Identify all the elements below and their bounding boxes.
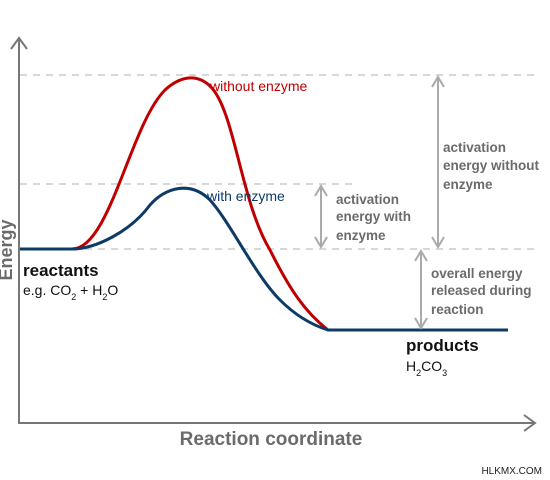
label-without-enzyme: without enzyme — [209, 78, 307, 94]
x-axis-label: Reaction coordinate — [180, 429, 363, 450]
products-title: products — [406, 336, 479, 355]
annotation-line: energy with — [336, 209, 411, 224]
annotation-line: enzyme — [443, 177, 493, 192]
arrow-activation-with — [314, 184, 328, 249]
annotation-overall-energy: overall energy released during reaction — [431, 266, 532, 317]
annotation-line: released during — [431, 283, 532, 298]
annotation-line: activation — [336, 192, 399, 207]
y-axis — [10, 36, 28, 424]
y-axis-label: Energy — [0, 219, 16, 280]
annotation-line: reaction — [431, 302, 484, 317]
annotation-line: enzyme — [336, 228, 386, 243]
label-with-enzyme: with enzyme — [206, 188, 285, 204]
annotation-activation-without: activation energy without enzyme — [443, 140, 540, 192]
arrow-overall-energy — [414, 249, 428, 330]
watermark-text: HLKMX.COM — [481, 466, 542, 477]
annotation-line: overall energy — [431, 266, 523, 281]
annotation-activation-with: activation energy with enzyme — [336, 192, 411, 243]
curve-without-enzyme — [20, 76, 508, 332]
x-axis — [18, 414, 537, 432]
reactants-title: reactants — [23, 261, 99, 280]
annotation-line: energy without — [443, 158, 540, 173]
arrow-activation-without — [431, 75, 445, 249]
curve-with-enzyme — [20, 186, 508, 332]
annotation-line: activation — [443, 140, 506, 155]
products-formula: H2CO3 — [406, 358, 447, 378]
reactants-formula: e.g. CO2 + H2O — [23, 282, 118, 302]
